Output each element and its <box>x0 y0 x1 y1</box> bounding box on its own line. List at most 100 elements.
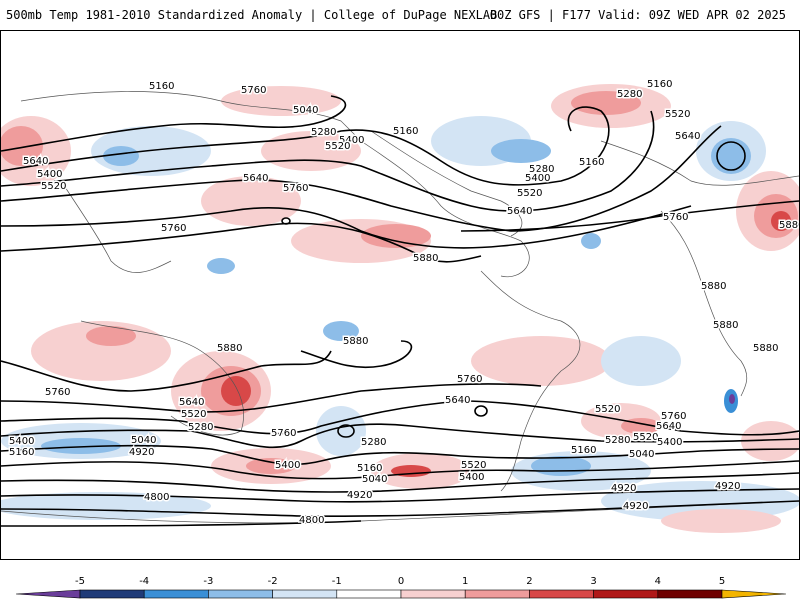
contour-label: 5760 <box>271 428 296 439</box>
coastline <box>80 320 244 436</box>
height-contour <box>1 205 692 249</box>
contour-label: 5280 <box>605 435 630 446</box>
contour-label: 4800 <box>299 515 324 526</box>
colorbar-tick-labels: -5 -4 -3 -2 -1 0 1 2 3 4 5 <box>75 576 725 587</box>
coastline <box>20 91 530 278</box>
anomaly-patch <box>103 146 139 166</box>
colorbar-swatch <box>336 589 402 599</box>
contour-label: 4920 <box>129 447 154 458</box>
colorbar-swatch <box>529 589 594 599</box>
contour-label: 5280 <box>361 437 386 448</box>
height-contour <box>1 350 332 392</box>
contour-label: 5400 <box>37 169 62 180</box>
contour-labels: 5160504052805400552051605640540055205640… <box>8 78 800 528</box>
contour-label: 5880 <box>343 336 368 347</box>
anomaly-patch <box>246 458 296 474</box>
colorbar-tick-label: -3 <box>203 576 213 587</box>
contour-label: 5400 <box>525 173 550 184</box>
anomaly-patch <box>601 336 681 386</box>
height-contour <box>1 444 799 466</box>
coastline <box>660 210 748 397</box>
anomaly-patch <box>729 394 735 404</box>
anomaly-patch <box>86 326 136 346</box>
contour-label: 5400 <box>9 436 34 447</box>
contour-label: 5640 <box>179 397 204 408</box>
colorbar-tick-label: 3 <box>590 576 596 587</box>
contour-label: 5760 <box>663 212 688 223</box>
contour-label: 4920 <box>715 481 740 492</box>
colorbar-tick-label: 4 <box>655 576 661 587</box>
colorbar-tick-label: -4 <box>139 576 149 587</box>
colorbar-tick-label: -2 <box>268 576 278 587</box>
contour-label: 5040 <box>131 435 156 446</box>
anomaly-patch <box>771 211 791 231</box>
colorbar-swatch <box>143 589 209 599</box>
contour-label: 5040 <box>629 449 654 460</box>
height-contour <box>1 400 799 436</box>
colorbar-low-triangle <box>15 589 81 599</box>
contour-label: 5520 <box>41 181 66 192</box>
contour-label: 5520 <box>325 141 350 152</box>
anomaly-shading <box>1 84 799 533</box>
contour-label: 5760 <box>283 183 308 194</box>
anomaly-patch <box>661 509 781 533</box>
height-contour <box>281 217 291 225</box>
height-contour <box>1 488 799 503</box>
contour-label: 4920 <box>611 483 636 494</box>
contour-label: 5880 <box>779 220 799 231</box>
height-contour <box>716 141 746 171</box>
contour-label: 5280 <box>311 127 336 138</box>
map-panel: 5160 5040 5280 5400 5520 5160 5640 5400 5520 5640… <box>0 30 800 560</box>
contour-label: 5160 <box>571 445 596 456</box>
contour-label: 4800 <box>144 492 169 503</box>
colorbar-swatch <box>657 589 723 599</box>
contour-label: 5880 <box>413 253 438 264</box>
contour-label: 5520 <box>633 432 658 443</box>
colorbar-swatch <box>400 589 466 599</box>
contour-label: 4920 <box>623 501 648 512</box>
contour-label: 5040 <box>293 105 318 116</box>
height-contour <box>1 520 362 527</box>
colorbar-high-triangle <box>721 589 787 599</box>
colorbar-swatch <box>593 589 659 599</box>
contour-label: 5880 <box>753 343 778 354</box>
height-contour <box>1 423 799 449</box>
anomaly-patch <box>491 139 551 163</box>
contour-label: 5400 <box>275 460 300 471</box>
anomaly-patch <box>221 86 341 116</box>
height-contour <box>1 95 347 152</box>
contour-label: 5640 <box>445 395 470 406</box>
contour-label: 5400 <box>459 472 484 483</box>
contour-label: 5520 <box>461 460 486 471</box>
contour-label: 5280 <box>617 89 642 100</box>
contour-label: 5160 <box>579 157 604 168</box>
contour-label: 5640 <box>23 156 48 167</box>
contour-label: 5520 <box>181 409 206 420</box>
height-contour <box>1 106 610 186</box>
contour-label: 5400 <box>339 135 364 146</box>
coastline <box>370 130 523 237</box>
contour-label: 5160 <box>393 126 418 137</box>
anomaly-patch <box>41 438 121 454</box>
anomaly-map: 5160504052805400552051605640540055205640… <box>1 78 800 533</box>
contour-label: 5160 <box>647 79 672 90</box>
colorbar: -5 -4 -3 -2 -1 0 1 2 3 4 5 <box>0 562 800 600</box>
contour-label: 5040 <box>362 474 387 485</box>
anomaly-patch <box>1 126 43 166</box>
map-title: 500mb Temp 1981-2010 Standardized Anomal… <box>6 8 498 22</box>
header: 500mb Temp 1981-2010 Standardized Anomal… <box>0 0 800 30</box>
anomaly-patch <box>531 456 591 476</box>
height-contour <box>1 460 799 480</box>
colorbar-swatch <box>464 589 530 599</box>
height-contour <box>1 472 799 493</box>
contour-label: 5520 <box>595 404 620 415</box>
height-contour <box>1 110 655 212</box>
anomaly-patch <box>471 336 611 386</box>
contour-label: 5760 <box>661 411 686 422</box>
contour-label: 5400 <box>657 437 682 448</box>
anomaly-patch <box>1 492 211 520</box>
height-contour <box>474 405 488 417</box>
anomaly-patch <box>741 421 799 461</box>
contour-label: 5160 <box>9 447 34 458</box>
coastline <box>480 270 581 492</box>
